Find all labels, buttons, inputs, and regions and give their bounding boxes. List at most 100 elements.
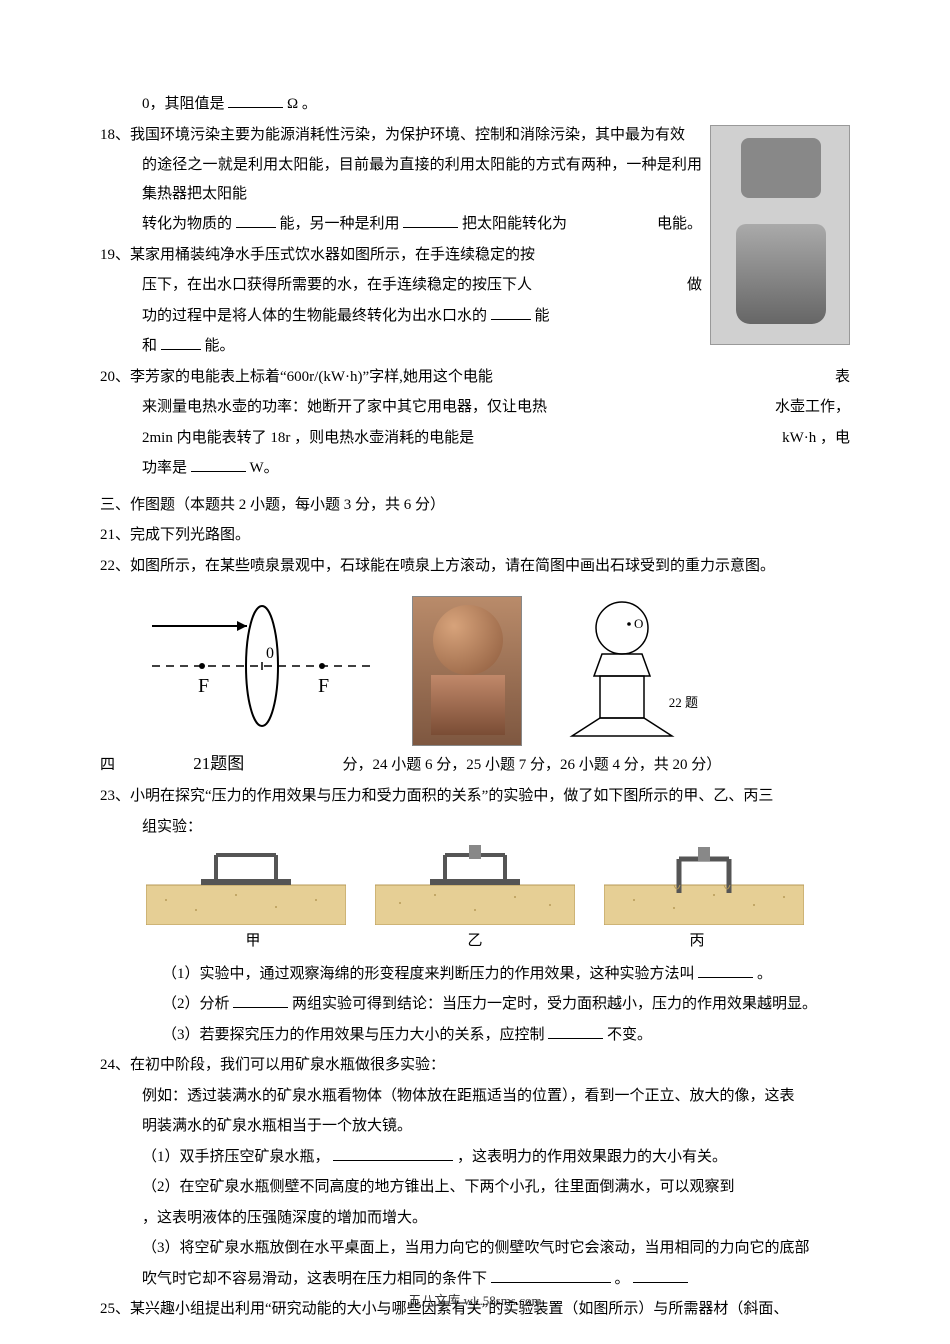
q23: 23、小明在探究“压力的作用效果与压力和受力面积的关系”的实验中，做了如下图所示… — [100, 782, 850, 811]
q23-s2-blank — [233, 994, 288, 1008]
q23-s1b: 。 — [757, 966, 772, 982]
q24-ex2: 明装满水的矿泉水瓶相当于一个放大镜。 — [100, 1112, 850, 1141]
q23-s1: （1）实验中，通过观察海绵的形变程度来判断压力的作用效果，这种实验方法叫 。 — [100, 960, 850, 989]
q18-l3c: 把太阳能转化为 — [462, 216, 567, 232]
q24-s3b: 吹气时它却不容易滑动，这表明在压力相同的条件下 — [142, 1271, 487, 1287]
q20: 20、李芳家的电能表上标着“600r/(kW·h)”字样,她用这个电能 表 — [100, 363, 850, 392]
q20-num: 20、 — [100, 363, 130, 392]
q19-l3b: 能 — [535, 308, 550, 324]
page-content: 0，其阻值是 Ω 。 18、我国环境污染主要为能源消耗性污染，为保护环境、控制和… — [100, 90, 850, 1324]
q19-l4a: 和 — [142, 338, 157, 354]
q20-l3tail: kW·h ，电 — [782, 424, 850, 453]
section3-title: 三、作图题（本题共 2 小题，每小题 3 分，共 6 分） — [100, 491, 850, 520]
q24-s1-blank — [333, 1147, 453, 1161]
fig22-label: 22 题 — [669, 691, 698, 716]
q20-l4: 功率是 W。 — [100, 454, 850, 483]
q19-num: 19、 — [100, 241, 130, 270]
q20-blank — [191, 458, 246, 472]
q18-l3tail: 电能。 — [657, 210, 702, 239]
q24-l1: 在初中阶段，我们可以用矿泉水瓶做很多实验： — [130, 1057, 445, 1073]
q22-text: 如图所示，在某些喷泉景观中，石球能在喷泉上方滚动，请在简图中画出石球受到的重力示… — [130, 558, 775, 574]
q18-l3a: 转化为物质的 — [142, 216, 232, 232]
section4-right: 分，24 小题 6 分，25 小题 7 分，26 小题 4 分，共 20 分） — [343, 757, 722, 773]
q24-s3-blank — [491, 1269, 611, 1283]
page-footer: 五八文库 wk.58sms.com — [0, 1289, 950, 1314]
q23-s3b: 不变。 — [607, 1027, 652, 1043]
q24-s1a: （1）双手挤压空矿泉水瓶， — [142, 1149, 330, 1165]
q17-prefix: 0，其阻值是 — [142, 96, 225, 112]
svg-text:0: 0 — [266, 645, 274, 662]
q19-l2a: 压下，在出水口获得所需要的水，在手连续稳定的按压下人 — [142, 277, 532, 293]
q23-s1a: （1）实验中，通过观察海绵的形变程度来判断压力的作用效果，这种实验方法叫 — [162, 966, 695, 982]
q23-l2: 组实验： — [100, 813, 850, 842]
fig21-label: 21题图 — [169, 748, 269, 780]
q24-s1: （1）双手挤压空矿泉水瓶， ，这表明力的作用效果跟力的大小有关。 — [100, 1143, 850, 1172]
q20-l4b: W。 — [250, 460, 279, 476]
lens-figure: F F 0 — [142, 586, 382, 746]
q24-s3-blank2 — [633, 1269, 688, 1283]
label-yi: 乙 — [467, 927, 482, 956]
q24-s2b: ，这表明液体的压强随深度的增加而增大。 — [100, 1204, 850, 1233]
svg-text:F: F — [318, 675, 329, 697]
exp-bing — [604, 845, 804, 925]
q24-s1b: ，这表明力的作用效果跟力的大小有关。 — [457, 1149, 727, 1165]
water-dispenser-figure — [710, 125, 850, 345]
exp-jia — [146, 845, 346, 925]
q19-l1: 某家用桶装纯净水手压式饮水器如图所示，在手连续稳定的按 — [130, 247, 535, 263]
q20-l4a: 功率是 — [142, 460, 187, 476]
q20-l3: 2min 内电能表转了 18r ，则电热水壶消耗的电能是 kW·h ，电 — [100, 424, 850, 453]
q19-l2tail: 做 — [687, 271, 702, 300]
fountain-svg: O — [552, 596, 692, 746]
q23-s1-blank — [698, 964, 753, 978]
q18-l1: 我国环境污染主要为能源消耗性污染，为保护环境、控制和消除污染，其中最为有效 — [130, 127, 685, 143]
q18-blank1 — [236, 214, 276, 228]
q17-tail: 0，其阻值是 Ω 。 — [100, 90, 850, 119]
q21: 21、完成下列光路图。 — [100, 521, 850, 550]
section4-row: 四 21题图 分，24 小题 6 分，25 小题 7 分，26 小题 4 分，共… — [100, 748, 850, 780]
svg-text:O: O — [634, 616, 643, 631]
fountain-photo — [412, 596, 522, 746]
q17-blank — [228, 94, 283, 108]
q23-l1: 小明在探究“压力的作用效果与压力和受力面积的关系”的实验中，做了如下图所示的甲、… — [130, 788, 773, 804]
q23-s2b: 两组实验可得到结论：当压力一定时，受力面积越小，压力的作用效果越明显。 — [292, 996, 817, 1012]
q23-num: 23、 — [100, 782, 130, 811]
q19-l3a: 功的过程中是将人体的生物能最终转化为出水口水的 — [142, 308, 487, 324]
q24-s3a: （3）将空矿泉水瓶放倒在水平桌面上，当用力向它的侧壁吹气时它会滚动，当用相同的力… — [100, 1234, 850, 1263]
lens-svg: F F 0 — [142, 586, 382, 746]
q18-l3b: 能，另一种是利用 — [280, 216, 400, 232]
fountain-diagram: O 22 题 — [552, 596, 692, 746]
figures-row: F F 0 O 22 题 — [142, 586, 850, 746]
exp-yi — [375, 845, 575, 925]
section4-left: 四 — [100, 757, 115, 773]
q24-ex1: 例如：透过装满水的矿泉水瓶看物体（物体放在距瓶适当的位置），看到一个正立、放大的… — [100, 1082, 850, 1111]
q20-l3a: 2min 内电能表转了 18r ，则电热水壶消耗的电能是 — [142, 430, 474, 446]
q20-l1a: 李芳家的电能表上标着“600r/(kW·h)”字样,她用这个电能 — [130, 369, 493, 385]
q23-s2: （2）分析 两组实验可得到结论：当压力一定时，受力面积越小，压力的作用效果越明显… — [100, 990, 850, 1019]
experiment-row — [142, 845, 808, 925]
q21-text: 完成下列光路图。 — [130, 527, 250, 543]
q23-s3: （3）若要探究压力的作用效果与压力大小的关系，应控制 不变。 — [100, 1021, 850, 1050]
q20-l1tail: 表 — [835, 363, 850, 392]
exp-labels: 甲 乙 丙 — [142, 927, 808, 956]
label-bing: 丙 — [689, 927, 704, 956]
svg-text:F: F — [198, 675, 209, 697]
label-jia: 甲 — [245, 927, 260, 956]
q20-l2a: 来测量电热水壶的功率：她断开了家中其它用电器，仅让电热 — [142, 399, 547, 415]
q24-num: 24、 — [100, 1051, 130, 1080]
q23-s3-blank — [548, 1025, 603, 1039]
q23-s2a: （2）分析 — [162, 996, 230, 1012]
q18-blank2 — [403, 214, 458, 228]
q21-num: 21、 — [100, 521, 130, 550]
q17-suffix: Ω 。 — [287, 96, 317, 112]
q20-l2tail: 水壶工作， — [775, 393, 850, 422]
q24-s2a: （2）在空矿泉水瓶侧壁不同高度的地方锥出上、下两个小孔，往里面倒满水，可以观察到 — [100, 1173, 850, 1202]
q22: 22、如图所示，在某些喷泉景观中，石球能在喷泉上方滚动，请在简图中画出石球受到的… — [100, 552, 850, 581]
q23-s3a: （3）若要探究压力的作用效果与压力大小的关系，应控制 — [162, 1027, 545, 1043]
q24: 24、在初中阶段，我们可以用矿泉水瓶做很多实验： — [100, 1051, 850, 1080]
q19-blank2 — [161, 336, 201, 350]
q19-l4b: 能。 — [205, 338, 235, 354]
q22-num: 22、 — [100, 552, 130, 581]
q18-num: 18、 — [100, 121, 130, 150]
q19-blank1 — [491, 306, 531, 320]
q24-s3c: 。 — [615, 1271, 630, 1287]
